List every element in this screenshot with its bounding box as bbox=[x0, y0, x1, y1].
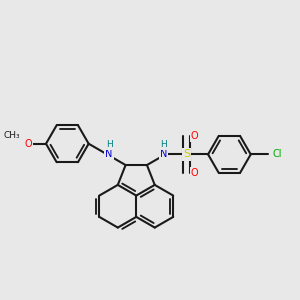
Text: O: O bbox=[191, 167, 198, 178]
Text: CH₃: CH₃ bbox=[3, 131, 20, 140]
Text: Cl: Cl bbox=[273, 149, 282, 159]
Text: S: S bbox=[183, 149, 190, 159]
Text: N: N bbox=[160, 149, 167, 159]
Text: H: H bbox=[106, 140, 112, 149]
Text: O: O bbox=[191, 131, 198, 141]
Text: N: N bbox=[105, 149, 113, 159]
Text: O: O bbox=[24, 139, 32, 149]
Text: H: H bbox=[160, 140, 167, 149]
